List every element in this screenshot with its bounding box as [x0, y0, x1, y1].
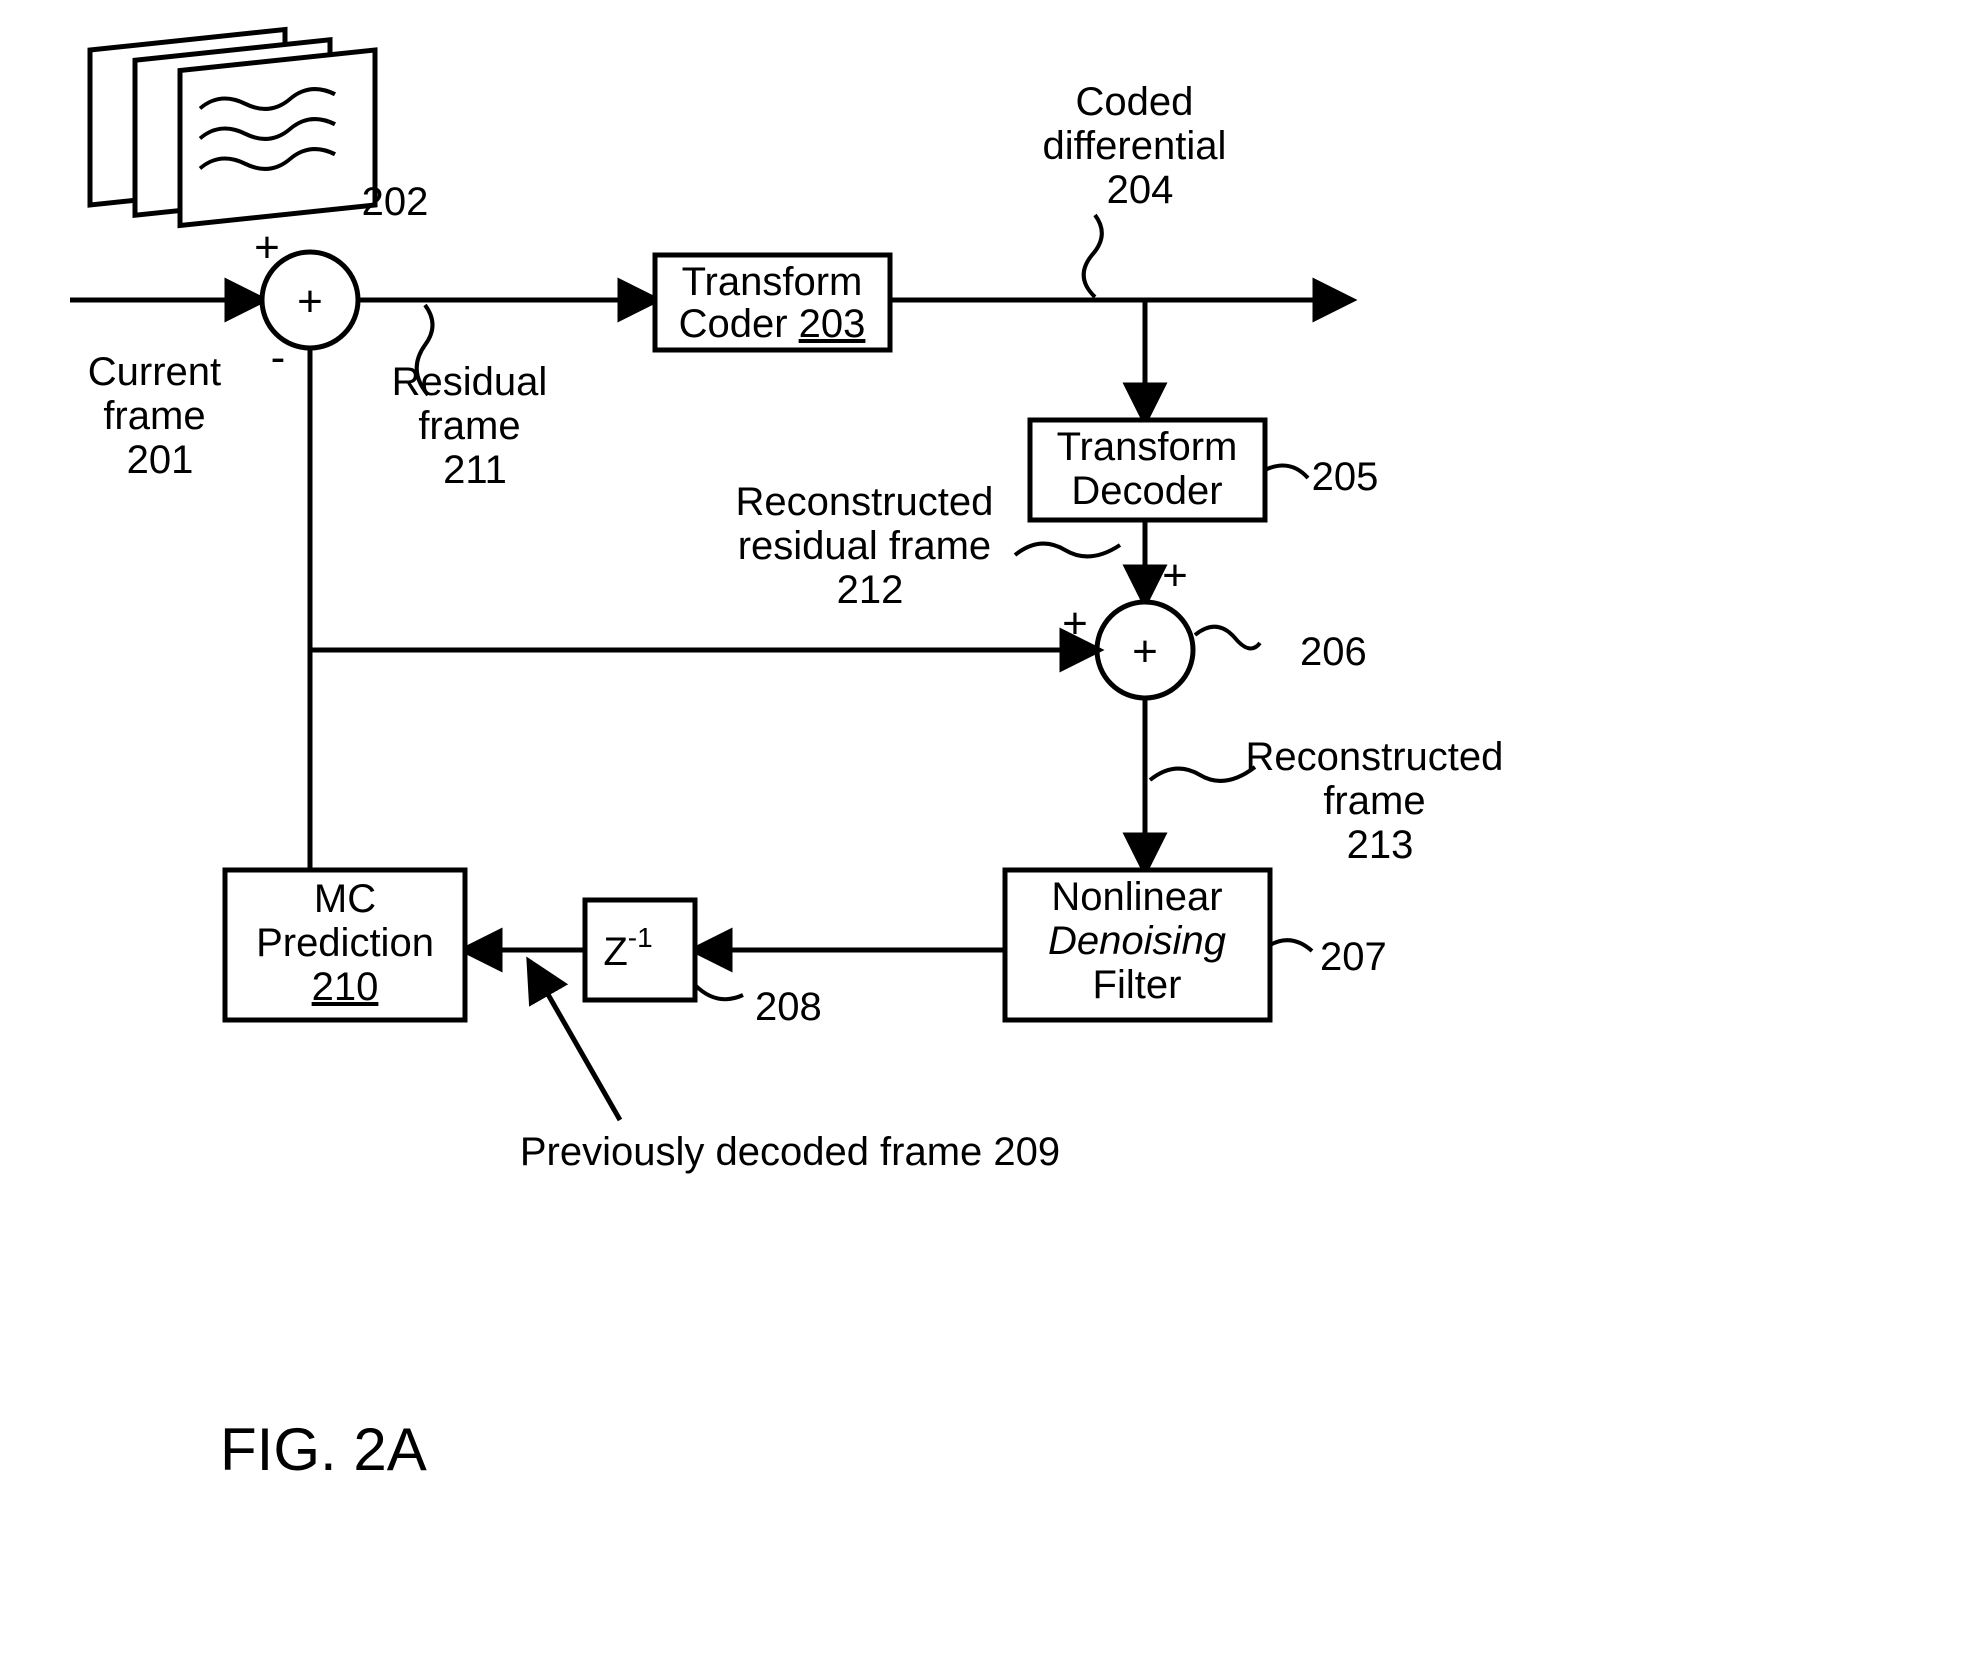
node-mc-prediction: MC Prediction 210: [225, 870, 465, 1020]
ref-210: 210: [312, 965, 379, 1009]
label-current-frame: Current frame 201: [88, 350, 233, 482]
pointer-212: [1015, 544, 1120, 557]
pointer-208: [695, 985, 743, 999]
pointer-207: [1270, 940, 1312, 951]
node-z-delay: Z-1 208: [585, 900, 822, 1029]
ref-205: 205: [1312, 455, 1379, 499]
pointer-213: [1150, 767, 1255, 781]
svg-text:MC: MC: [314, 877, 376, 921]
svg-text:Denoising: Denoising: [1048, 919, 1226, 963]
pointer-205: [1265, 466, 1308, 479]
ref-208: 208: [755, 985, 822, 1029]
pointer-204: [1084, 215, 1102, 297]
figure-label: FIG. 2A: [220, 1416, 427, 1483]
pointer-206: [1195, 627, 1260, 649]
node-transform-coder: Transform Coder 203: [655, 255, 890, 350]
svg-text:+: +: [254, 223, 280, 272]
svg-text:Nonlinear: Nonlinear: [1051, 875, 1222, 919]
svg-text:-: -: [271, 333, 286, 382]
svg-text:Prediction: Prediction: [256, 921, 434, 965]
svg-text:+: +: [1062, 599, 1088, 648]
ref-202: 202: [362, 180, 429, 224]
ref-206: 206: [1300, 630, 1367, 674]
svg-text:Transform: Transform: [1057, 425, 1238, 469]
svg-text:Coder 203: Coder 203: [679, 302, 866, 346]
label-prev-decoded: Previously decoded frame 209: [520, 1130, 1060, 1174]
label-recon-frame: Reconstructed frame 213: [1245, 735, 1514, 867]
block-diagram: Current frame 201 + + - 202 Residual fra…: [0, 0, 1962, 1653]
ref-203: 203: [799, 302, 866, 346]
svg-text:Filter: Filter: [1093, 963, 1182, 1007]
node-transform-decoder: Transform Decoder 205: [1030, 420, 1378, 520]
svg-text:+: +: [1162, 551, 1188, 600]
node-summer-206: + + + 206: [1062, 551, 1367, 698]
label-residual-frame: Residual frame 211: [392, 360, 559, 492]
ref-207: 207: [1320, 935, 1387, 979]
svg-text:Transform: Transform: [682, 260, 863, 304]
node-denoise-filter: Nonlinear Denoising Filter 207: [1005, 870, 1387, 1020]
svg-text:Decoder: Decoder: [1071, 469, 1222, 513]
svg-text:+: +: [297, 277, 323, 326]
svg-text:+: +: [1132, 627, 1158, 676]
label-recon-residual: Reconstructed residual frame 212: [735, 480, 1004, 612]
frames-stack-icon: [90, 20, 375, 235]
label-coded-diff: Coded differential 204: [1043, 80, 1238, 212]
